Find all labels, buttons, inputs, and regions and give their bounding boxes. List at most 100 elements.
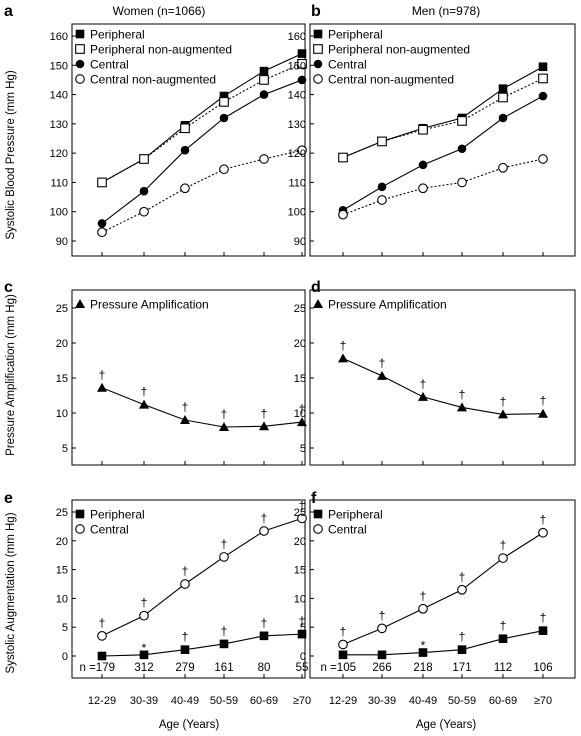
dagger-marker: † — [221, 407, 228, 421]
dagger-marker: † — [500, 538, 507, 552]
dagger-marker: † — [141, 385, 148, 399]
data-point — [538, 62, 548, 72]
y-tick-label: 5 — [62, 443, 68, 455]
n-count: 55 — [296, 662, 309, 674]
data-point — [139, 206, 149, 217]
x-tick-label: ≥70 — [293, 695, 311, 707]
y-tick-label: 10 — [294, 593, 306, 605]
y-tick-label: 130 — [50, 119, 68, 131]
n-count: 171 — [452, 662, 471, 674]
dagger-marker: † — [299, 614, 306, 628]
data-point — [219, 164, 229, 175]
data-point — [97, 630, 107, 641]
y-tick-label: 90 — [56, 236, 68, 248]
x-tick-label: 60-69 — [250, 695, 278, 707]
series-line — [342, 357, 544, 415]
dagger-marker: † — [182, 630, 189, 644]
series-line — [342, 77, 544, 159]
data-point — [219, 91, 229, 101]
data-point — [457, 645, 467, 654]
x-tick-label: 40-49 — [409, 695, 437, 707]
legend-marker — [313, 524, 323, 534]
series-line — [101, 149, 303, 233]
n-count: 218 — [413, 662, 432, 674]
x-tick-label: 50-59 — [448, 695, 476, 707]
x-tick-label: 30-39 — [130, 695, 158, 707]
x-tick-label: 12-29 — [329, 695, 357, 707]
data-point — [97, 227, 107, 238]
dagger-marker: † — [420, 589, 427, 603]
legend-label: Central — [328, 58, 367, 72]
panel-letter-f: f — [311, 490, 317, 507]
data-point — [139, 154, 149, 164]
data-point — [418, 391, 428, 401]
data-point — [538, 91, 548, 101]
legend-marker — [313, 59, 323, 69]
series-line — [101, 387, 303, 428]
data-point — [377, 623, 387, 634]
data-point — [338, 639, 348, 650]
panel-letter-b: b — [311, 3, 321, 20]
y-tick-label: 160 — [288, 31, 306, 43]
dagger-marker: † — [540, 394, 547, 408]
data-point — [180, 145, 190, 155]
legend-marker — [75, 59, 85, 69]
dagger-marker: † — [340, 338, 347, 352]
panel-frame — [309, 289, 576, 466]
legend-label: Central non-augmented — [328, 73, 454, 87]
title-men: Men (n=978) — [412, 4, 480, 18]
data-point — [338, 209, 348, 220]
series-line — [342, 158, 544, 216]
legend-label: Central — [90, 523, 129, 537]
legend-marker — [313, 299, 323, 308]
panel-d: 5 10 15 20 25 † † † † † † Pressure Amplification — [294, 289, 576, 466]
panel-frame — [71, 499, 306, 679]
data-point — [538, 527, 548, 538]
n-count: 266 — [372, 662, 391, 674]
legend-label: Central — [90, 58, 129, 72]
panel-a: 90 100 110 120 130 140 150 160 PeripheralPeriphe… — [50, 23, 307, 257]
y-tick-label: 150 — [288, 60, 306, 72]
y-tick-label: 160 — [50, 31, 68, 43]
y-tick-label: 15 — [294, 373, 306, 385]
x-tick-label: 50-59 — [210, 695, 238, 707]
asterisk-marker: * — [421, 639, 426, 653]
legend-label: Peripheral non-augmented — [328, 43, 470, 57]
data-point — [377, 370, 387, 380]
y-tick-label: 20 — [56, 338, 68, 350]
data-point — [418, 648, 428, 657]
data-point — [338, 152, 348, 163]
y-tick-label: 15 — [56, 373, 68, 385]
y-tick-label: 25 — [294, 303, 306, 315]
data-point — [457, 402, 467, 412]
data-point — [418, 160, 428, 170]
x-tick-label: 60-69 — [489, 695, 517, 707]
dagger-marker: † — [459, 630, 466, 644]
legend-marker — [75, 509, 85, 519]
dagger-marker: † — [221, 624, 228, 638]
data-point — [219, 113, 229, 123]
dagger-marker: † — [261, 406, 268, 420]
panel-frame — [71, 289, 306, 466]
dagger-marker: † — [261, 511, 268, 525]
y-tick-label: 90 — [294, 236, 306, 248]
data-point — [259, 154, 269, 164]
series-line — [342, 95, 544, 211]
data-point — [180, 645, 190, 654]
legend-label: Peripheral — [328, 28, 383, 42]
y-tick-label: 0 — [300, 651, 306, 663]
y-tick-label: 5 — [62, 622, 68, 634]
data-point — [297, 513, 307, 524]
title-women: Women (n=1066) — [113, 4, 206, 18]
data-point — [538, 154, 548, 164]
legend-label: Pressure Amplification — [328, 298, 447, 312]
dagger-marker: † — [261, 616, 268, 630]
data-point — [180, 123, 190, 134]
legend-label: Peripheral — [90, 508, 145, 522]
dagger-marker: † — [299, 402, 306, 416]
dagger-marker: † — [99, 368, 106, 382]
data-point — [139, 610, 149, 621]
n-count: 312 — [134, 662, 153, 674]
data-point — [297, 75, 307, 85]
